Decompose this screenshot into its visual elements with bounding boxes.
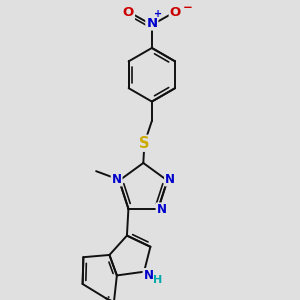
- Text: S: S: [139, 136, 150, 151]
- Text: N: N: [146, 16, 158, 29]
- Text: −: −: [182, 1, 192, 14]
- Text: O: O: [170, 7, 181, 20]
- Text: N: N: [112, 172, 122, 185]
- Text: O: O: [123, 7, 134, 20]
- Text: +: +: [154, 10, 162, 20]
- Text: N: N: [143, 269, 154, 282]
- Text: N: N: [165, 172, 175, 185]
- Text: N: N: [157, 203, 166, 216]
- Text: H: H: [153, 275, 163, 285]
